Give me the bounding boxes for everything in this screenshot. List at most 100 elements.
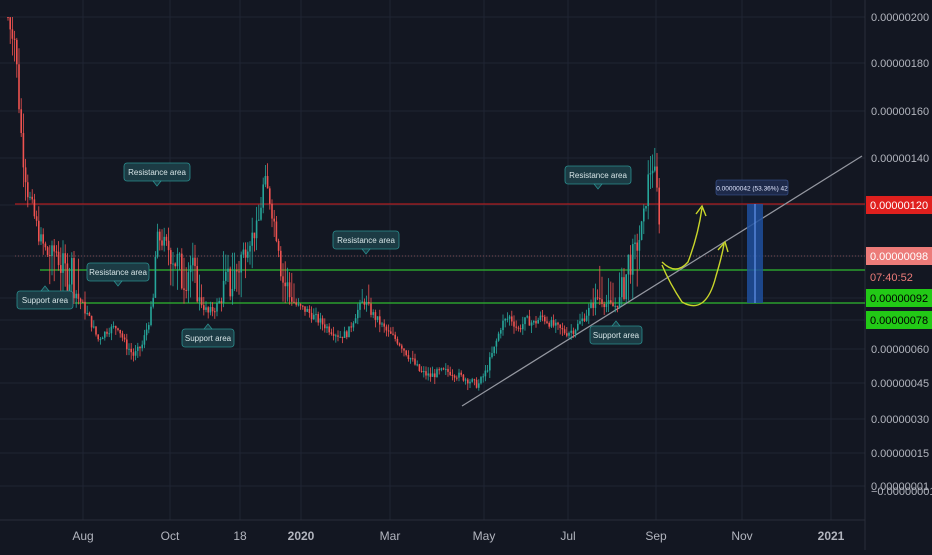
candle[interactable] [181, 248, 183, 290]
candle[interactable] [244, 242, 247, 279]
candle[interactable] [390, 327, 392, 335]
candle[interactable] [570, 324, 572, 340]
candle[interactable] [150, 301, 152, 327]
candle[interactable] [348, 326, 350, 338]
candle[interactable] [170, 247, 172, 286]
candle[interactable] [592, 288, 594, 316]
projection-arrows[interactable] [661, 204, 729, 307]
candle[interactable] [361, 289, 363, 303]
candle[interactable] [447, 365, 449, 377]
candle[interactable] [93, 320, 95, 329]
candle[interactable] [148, 322, 150, 334]
candle[interactable] [370, 297, 372, 318]
candle[interactable] [35, 210, 38, 227]
candle[interactable] [216, 298, 218, 317]
candle[interactable] [86, 305, 88, 316]
support-callout[interactable]: Support area [589, 320, 643, 345]
candle[interactable] [154, 251, 157, 299]
candle[interactable] [550, 316, 553, 329]
candle[interactable] [55, 245, 58, 257]
candle[interactable] [38, 206, 40, 246]
candle[interactable] [247, 242, 249, 263]
candle[interactable] [233, 252, 236, 292]
candle[interactable] [585, 309, 588, 322]
candle[interactable] [497, 331, 500, 342]
candle[interactable] [198, 274, 201, 311]
candle[interactable] [572, 327, 575, 338]
candle[interactable] [44, 241, 47, 251]
candle[interactable] [475, 377, 478, 389]
candle[interactable] [341, 336, 344, 344]
candle[interactable] [258, 204, 260, 221]
candle[interactable] [640, 220, 643, 241]
candle[interactable] [438, 367, 440, 375]
candle[interactable] [427, 367, 429, 381]
candle[interactable] [568, 331, 570, 339]
candle[interactable] [203, 296, 205, 316]
candle[interactable] [449, 366, 451, 377]
candle[interactable] [552, 314, 555, 328]
candle[interactable] [482, 373, 484, 383]
candle[interactable] [196, 257, 198, 303]
candle[interactable] [453, 374, 456, 382]
candle[interactable] [172, 252, 174, 287]
candle[interactable] [440, 367, 443, 372]
candle[interactable] [451, 369, 454, 381]
candle[interactable] [302, 305, 304, 310]
candle[interactable] [601, 276, 603, 308]
candle[interactable] [326, 323, 328, 333]
candle[interactable] [563, 325, 566, 335]
candle[interactable] [467, 377, 469, 391]
candle[interactable] [579, 313, 581, 325]
candle[interactable] [275, 215, 278, 243]
candle[interactable] [119, 329, 121, 338]
candle[interactable] [130, 343, 132, 360]
candle[interactable] [337, 330, 339, 342]
candle[interactable] [607, 278, 610, 312]
candle[interactable] [77, 258, 80, 305]
candle[interactable] [330, 328, 333, 336]
candle[interactable] [379, 309, 381, 333]
candle[interactable] [110, 324, 113, 341]
candle[interactable] [90, 315, 93, 332]
candle[interactable] [115, 325, 117, 335]
candle[interactable] [420, 366, 423, 373]
candle[interactable] [299, 303, 302, 310]
candle[interactable] [599, 265, 601, 305]
candle[interactable] [546, 316, 548, 325]
candle[interactable] [183, 257, 185, 304]
candle[interactable] [387, 324, 390, 337]
candle[interactable] [539, 311, 542, 322]
candle[interactable] [220, 297, 223, 312]
candle[interactable] [530, 320, 533, 333]
candle[interactable] [321, 315, 324, 331]
candle[interactable] [519, 324, 522, 333]
candle[interactable] [11, 17, 14, 56]
candle[interactable] [236, 263, 238, 292]
candle[interactable] [335, 333, 337, 343]
candle[interactable] [401, 343, 403, 353]
candle[interactable] [464, 377, 467, 385]
candle[interactable] [425, 366, 427, 380]
candle[interactable] [339, 331, 341, 338]
candle[interactable] [658, 178, 660, 234]
candle[interactable] [255, 206, 258, 251]
candle[interactable] [242, 242, 245, 258]
candle[interactable] [33, 193, 36, 219]
candle[interactable] [405, 349, 407, 357]
candle[interactable] [88, 311, 91, 317]
candle[interactable] [365, 295, 368, 312]
candle[interactable] [27, 174, 29, 208]
candle[interactable] [574, 328, 577, 338]
candle[interactable] [491, 346, 493, 359]
candle[interactable] [22, 113, 25, 188]
candle[interactable] [249, 241, 251, 265]
candle[interactable] [306, 306, 308, 313]
candle[interactable] [513, 315, 515, 334]
candle[interactable] [262, 177, 264, 214]
candle[interactable] [227, 254, 229, 283]
candle[interactable] [317, 311, 319, 326]
candle[interactable] [471, 377, 473, 383]
candle[interactable] [75, 290, 77, 308]
